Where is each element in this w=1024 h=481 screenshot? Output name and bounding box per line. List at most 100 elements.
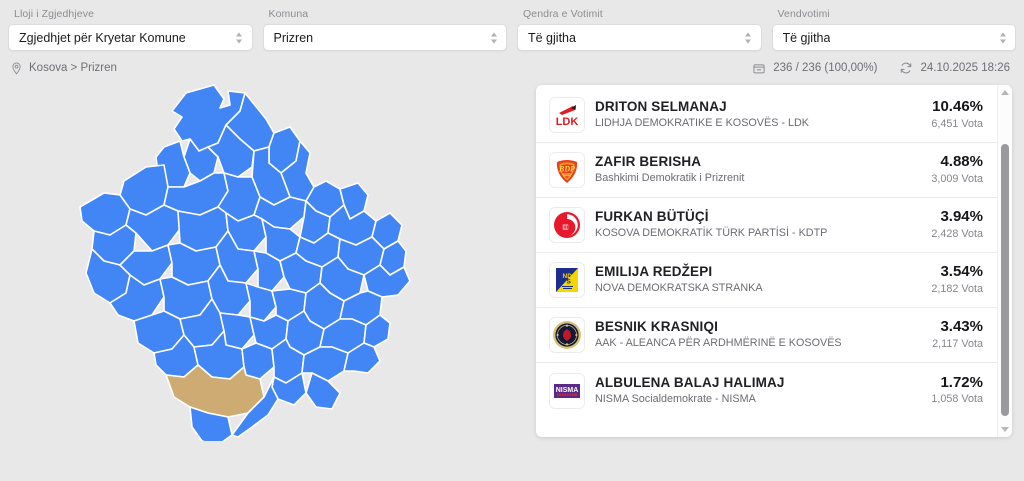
results-panel: LDK DRITON SELMANAJ LIDHJA DEMOKRATIKE E… (536, 85, 1012, 437)
candidate-stats: 4.88% 3,009 Vota (921, 152, 983, 187)
filter-group-polling-center: Qendra e Votimit Të gjitha (517, 6, 762, 51)
candidate-info: ZAFIR BERISHA Bashkimi Demokratik i Priz… (595, 153, 910, 186)
candidate-stats: 1.72% 1,058 Vota (921, 373, 983, 408)
breadcrumb[interactable]: Kosova > Prizren (10, 62, 117, 75)
result-row[interactable]: FURKAN BÜTÜÇİ KOSOVA DEMOKRATİK TÜRK PAR… (536, 198, 997, 253)
map-region[interactable] (343, 342, 381, 374)
candidate-votes: 6,451 Vota (931, 117, 983, 130)
stepper-updown-icon[interactable] (998, 30, 1007, 45)
candidate-info: DRITON SELMANAJ LIDHJA DEMOKRATIKE E KOS… (595, 98, 910, 131)
kdtp-circle-logo-icon (550, 208, 584, 242)
nisma-logo-icon: NISMA (550, 373, 584, 408)
candidate-percent: 3.54% (940, 263, 983, 281)
results-list: LDK DRITON SELMANAJ LIDHJA DEMOKRATIKE E… (536, 85, 997, 437)
scrollbar-track[interactable] (998, 100, 1012, 422)
filter-group-polling-station: Vendvotimi Të gjitha (771, 6, 1016, 51)
main-content: LDK DRITON SELMANAJ LIDHJA DEMOKRATIKE E… (0, 81, 1024, 467)
candidate-name: BESNIK KRASNIQI (595, 319, 719, 335)
svg-text:NISMA: NISMA (556, 387, 579, 394)
nds-logo-icon: ND S (550, 263, 584, 297)
candidate-party: KOSOVA DEMOKRATİK TÜRK PARTİSİ - KDTP (595, 227, 828, 240)
filter-label-election-type: Lloji i Zgjedhjeve (14, 8, 95, 20)
filter-label-polling-center: Qendra e Votimit (523, 8, 603, 20)
location-pin-icon (10, 62, 23, 75)
svg-text:BDP: BDP (558, 165, 575, 174)
candidate-stats: 3.43% 2,117 Vota (922, 317, 983, 352)
map-region[interactable] (301, 346, 349, 382)
candidate-stats: 10.46% 6,451 Vota (921, 97, 983, 132)
candidate-votes: 1,058 Vota (931, 393, 983, 406)
last-updated-text: 24.10.2025 18:26 (920, 62, 1010, 74)
map-region[interactable] (253, 250, 285, 292)
select-election-type-value: Zgjedhjet për Kryetar Komune (19, 30, 186, 45)
stepper-updown-icon[interactable] (235, 30, 244, 45)
select-polling-station[interactable]: Të gjitha (771, 24, 1016, 51)
candidate-info: BESNIK KRASNIQI AAK - ALEANCA PËR ARDHMË… (595, 318, 911, 351)
scroll-down-arrow-icon[interactable] (998, 422, 1012, 437)
result-row[interactable]: NISMA ALBULENA BA (536, 363, 997, 418)
svg-text:ND: ND (563, 273, 573, 280)
map-region[interactable] (231, 376, 279, 438)
select-municipality[interactable]: Prizren (262, 24, 507, 51)
candidate-votes: 2,117 Vota (932, 337, 983, 350)
breadcrumb-text: Kosova > Prizren (29, 62, 117, 74)
ballots-counted-status: 236 / 236 (100,00%) (752, 61, 877, 75)
candidate-party: LIDHJA DEMOKRATIKE E KOSOVËS - LDK (595, 117, 809, 130)
result-row[interactable]: ND S EMILIJA REDŽEPI NOVA DEMOKRATSKA ST… (536, 253, 997, 308)
stepper-updown-icon[interactable] (489, 30, 498, 45)
map-region[interactable] (305, 372, 341, 410)
candidate-stats: 3.94% 2,428 Vota (921, 207, 983, 242)
map-region[interactable] (241, 342, 275, 380)
candidate-party: Bashkimi Demokratik i Prizrenit (595, 172, 745, 185)
filter-group-election-type: Lloji i Zgjedhjeve Zgjedhjet për Kryetar… (8, 6, 253, 51)
ldk-logo-icon: LDK (550, 98, 584, 132)
candidate-name: ALBULENA BALAJ HALIMAJ (595, 374, 785, 390)
candidate-percent: 3.94% (940, 208, 983, 226)
kosovo-map-svg[interactable] (68, 81, 468, 441)
select-election-type[interactable]: Zgjedhjet për Kryetar Komune (8, 24, 253, 51)
candidate-name: FURKAN BÜTÜÇİ (595, 209, 709, 225)
scroll-up-arrow-icon[interactable] (998, 85, 1012, 100)
candidate-info: EMILIJA REDŽEPI NOVA DEMOKRATSKA STRANKA (595, 263, 910, 296)
kosovo-map[interactable] (0, 81, 536, 467)
filter-label-polling-station: Vendvotimi (777, 8, 830, 20)
map-region[interactable] (245, 282, 277, 322)
result-row[interactable]: LDK DRITON SELMANAJ LIDHJA DEMOKRATIKE E… (536, 88, 997, 143)
ballot-box-icon (752, 61, 766, 75)
candidate-party: AAK - ALEANCA PËR ARDHMËRINË E KOSOVËS (595, 337, 842, 350)
candidate-name: DRITON SELMANAJ (595, 99, 727, 115)
svg-text:S: S (567, 279, 572, 286)
select-polling-center[interactable]: Të gjitha (517, 24, 762, 51)
aak-emblem-logo-icon (550, 318, 584, 352)
scrollbar-thumb[interactable] (1001, 144, 1009, 416)
stepper-updown-icon[interactable] (744, 30, 753, 45)
filter-group-municipality: Komuna Prizren (262, 6, 507, 51)
candidate-info: ALBULENA BALAJ HALIMAJ NISMA Socialdemok… (595, 374, 910, 407)
candidate-name: EMILIJA REDŽEPI (595, 264, 713, 280)
candidate-votes: 2,182 Vota (931, 282, 983, 295)
candidate-party: NISMA Socialdemokrate - NISMA (595, 392, 756, 405)
result-row[interactable]: BESNIK KRASNIQI AAK - ALEANCA PËR ARDHMË… (536, 308, 997, 363)
candidate-party: NOVA DEMOKRATSKA STRANKA (595, 282, 763, 295)
select-polling-center-value: Të gjitha (528, 30, 576, 45)
status-row: Kosova > Prizren 236 / 236 (100,00%) (0, 51, 1024, 81)
select-municipality-value: Prizren (273, 30, 314, 45)
ballots-counted-text: 236 / 236 (100,00%) (773, 62, 878, 74)
candidate-votes: 3,009 Vota (931, 172, 983, 185)
map-region[interactable] (189, 406, 233, 441)
candidate-percent: 4.88% (940, 153, 983, 171)
results-scrollbar[interactable] (997, 85, 1012, 437)
candidate-percent: 1.72% (940, 373, 983, 391)
filter-bar: Lloji i Zgjedhjeve Zgjedhjet për Kryetar… (0, 0, 1024, 51)
refresh-icon[interactable] (899, 61, 913, 75)
svg-text:LDK: LDK (556, 116, 579, 128)
bdp-shield-logo-icon: BDP (550, 153, 584, 187)
candidate-votes: 2,428 Vota (931, 227, 983, 240)
candidate-info: FURKAN BÜTÜÇİ KOSOVA DEMOKRATİK TÜRK PAR… (595, 208, 910, 241)
candidate-percent: 3.43% (940, 318, 983, 336)
candidate-stats: 3.54% 2,182 Vota (921, 262, 983, 297)
select-polling-station-value: Të gjitha (782, 30, 831, 45)
result-row[interactable]: BDP ZAFIR BERISHA Bashkimi Demokratik i … (536, 143, 997, 198)
map-region[interactable] (207, 124, 255, 178)
status-summary: 236 / 236 (100,00%) 24.10.2025 18:26 (752, 61, 1010, 75)
